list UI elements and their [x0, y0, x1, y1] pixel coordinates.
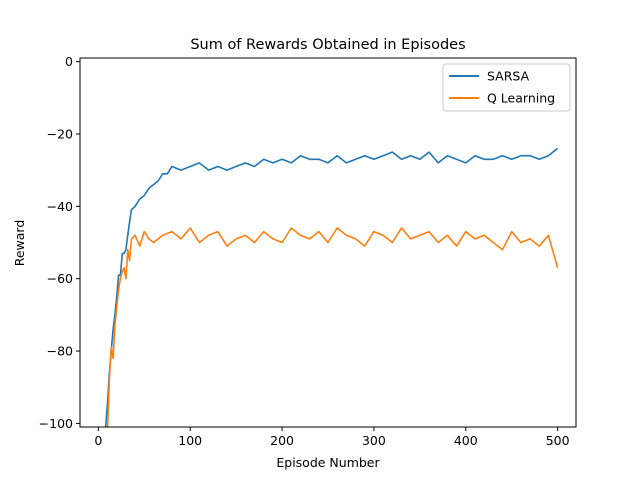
series-layer: [104, 147, 559, 427]
x-axis-label: Episode Number: [276, 455, 380, 470]
x-axis: 0 100 200 300 400 500: [94, 427, 570, 448]
series-line-q-learning: [106, 227, 559, 427]
y-axis-label: Reward: [12, 220, 27, 267]
x-tick-label: 100: [178, 433, 202, 448]
x-tick-label: 200: [270, 433, 294, 448]
plot-frame: [79, 57, 577, 428]
y-tick-label: −20: [47, 126, 73, 141]
y-tick-label: 0: [65, 54, 73, 69]
legend-label-q-learning: Q Learning: [487, 91, 555, 106]
x-tick-label: 400: [454, 433, 478, 448]
legend-label-sarsa: SARSA: [487, 69, 530, 84]
x-tick-label: 0: [94, 433, 102, 448]
chart-title: Sum of Rewards Obtained in Episodes: [190, 37, 465, 53]
x-tick-label: 300: [362, 433, 386, 448]
y-tick-label: −80: [47, 344, 73, 359]
series-line-sarsa: [104, 147, 559, 427]
y-axis: 0 −20 −40 −60 −80 −100: [39, 54, 80, 431]
legend: SARSA Q Learning: [442, 63, 571, 112]
x-tick-label: 500: [546, 433, 570, 448]
y-tick-label: −100: [39, 416, 73, 431]
y-tick-label: −40: [47, 199, 73, 214]
y-tick-label: −60: [47, 271, 73, 286]
